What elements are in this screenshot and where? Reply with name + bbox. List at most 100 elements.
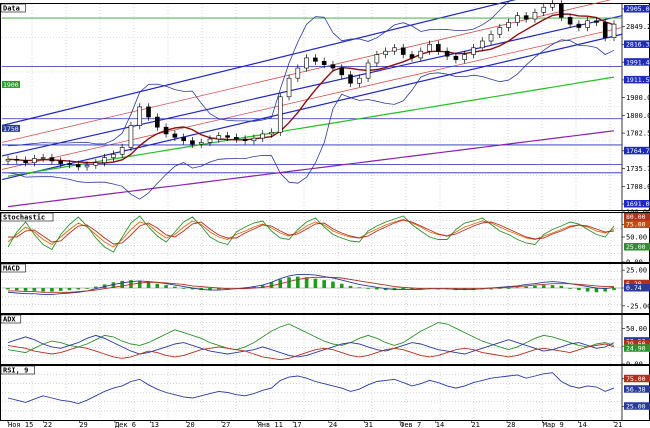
level-label-box [2, 80, 20, 88]
macd-histogram-bar [216, 288, 221, 290]
candle-body [163, 126, 169, 135]
x-axis: Ноя 15 22 29 Дек 6 13 20 27 Янв 11 17 24 31 Фев 7 14… [7, 420, 622, 428]
candle-body [260, 133, 265, 139]
candle-body [348, 74, 353, 84]
axis-value-badge [624, 243, 650, 251]
candle-body [594, 20, 599, 23]
macd-histogram-bar [23, 288, 28, 291]
macd-line-1 [8, 276, 614, 293]
axis-value-badge-text: 0.74 [626, 284, 642, 292]
candle-body [321, 60, 327, 65]
candle-body [611, 23, 617, 38]
axis-value-badge [624, 385, 650, 393]
candle-body [5, 159, 11, 162]
axis-value-badge [624, 284, 650, 292]
y-tick-label: 1735.71 [626, 165, 650, 173]
macd-histogram-bar [287, 277, 291, 288]
axis-value-badge-text: 6.20 [626, 280, 642, 288]
axis-value-badge [624, 146, 650, 155]
x-tick-label: 28 [507, 421, 515, 428]
candle-body [471, 47, 476, 55]
trend-channel-line [1, 0, 517, 127]
candle-body [357, 77, 362, 84]
candle-body [242, 138, 248, 142]
axis-value-badge [624, 58, 650, 66]
ma-long-purple [7, 130, 615, 208]
candle-body [172, 133, 178, 138]
macd-histogram-bar [348, 285, 353, 288]
candle-body [32, 158, 37, 163]
candle-body [67, 163, 72, 165]
candle-body [181, 137, 186, 142]
candle-body [330, 64, 336, 69]
macd-histogram-bar [296, 276, 300, 288]
y-tick-label: 1782.50 [626, 130, 650, 138]
panel-title-box [0, 365, 35, 375]
x-tick-label: 14 [436, 421, 444, 428]
macd-histogram-bar [155, 283, 160, 288]
macd-histogram-bar [410, 288, 414, 290]
candle-body [251, 137, 257, 142]
x-tick-label: 21 [614, 421, 622, 428]
candle-body [418, 50, 424, 59]
axis-value-badge-text: 29.60 [626, 340, 646, 348]
x-tick-label: 22 [44, 421, 52, 428]
x-tick-label: 21 [471, 421, 479, 428]
macd-histogram-bar [76, 288, 81, 290]
candle-body [602, 22, 608, 38]
candle-body [427, 44, 432, 52]
macd-histogram-bar [252, 286, 256, 288]
axis-value-badge-text: 56.38 [626, 385, 646, 393]
x-tick-label: Янв 11 [258, 421, 283, 428]
axis-value-badge-text: 1691.00 [626, 200, 650, 208]
oscillator-line-1 [7, 215, 615, 253]
candle-body [532, 11, 538, 20]
macd-histogram-bar [111, 282, 116, 288]
candle-body [559, 3, 564, 18]
candle-body [198, 142, 204, 145]
candle-body [23, 159, 28, 163]
trend-channel-line [1, 33, 623, 181]
moving-average [7, 13, 615, 164]
axis-value-badge-text: 80.00 [626, 213, 646, 221]
panel-title: Stochastic [3, 214, 45, 222]
macd-histogram-bar [550, 285, 555, 288]
candle-body [374, 54, 380, 64]
panel-title: Data [3, 5, 20, 13]
axis-value-badge [624, 374, 650, 383]
oscillator-line-0 [7, 372, 615, 404]
candle-body [479, 40, 485, 49]
panel-title-box [0, 314, 22, 324]
level-label-text: 1750 [3, 125, 19, 133]
candle-body [190, 140, 195, 145]
candle-body [585, 20, 590, 28]
axis-value-badge-text: 1911.53 [626, 76, 650, 84]
candle-body [462, 54, 467, 60]
candle-body [277, 96, 283, 133]
macd-histogram-bar [32, 288, 37, 291]
macd-histogram-bar [146, 282, 151, 288]
macd-histogram-bar [331, 281, 335, 288]
macd-histogram-bar [94, 286, 98, 288]
macd-histogram-bar [260, 285, 265, 288]
macd-histogram-bar [533, 285, 537, 288]
bollinger-lower [7, 39, 615, 200]
candle-body [506, 22, 511, 28]
macd-histogram-bar [85, 288, 89, 289]
axis-value-badge [624, 279, 650, 288]
axis-value-badge [624, 220, 650, 228]
x-tick-label: Мар 9 [543, 421, 564, 428]
x-tick-label: 17 [293, 421, 301, 428]
axis-value-badge-text: 75.00 [626, 221, 646, 229]
macd-histogram-bar [489, 288, 493, 290]
x-tick-label: 29 [79, 421, 87, 428]
candle-body [541, 6, 547, 13]
oscillator-line-2 [8, 219, 615, 245]
x-tick-label: 20 [186, 421, 194, 428]
candle-body [111, 153, 116, 158]
candle-body [207, 138, 213, 143]
macd-histogram-bar [14, 288, 19, 291]
